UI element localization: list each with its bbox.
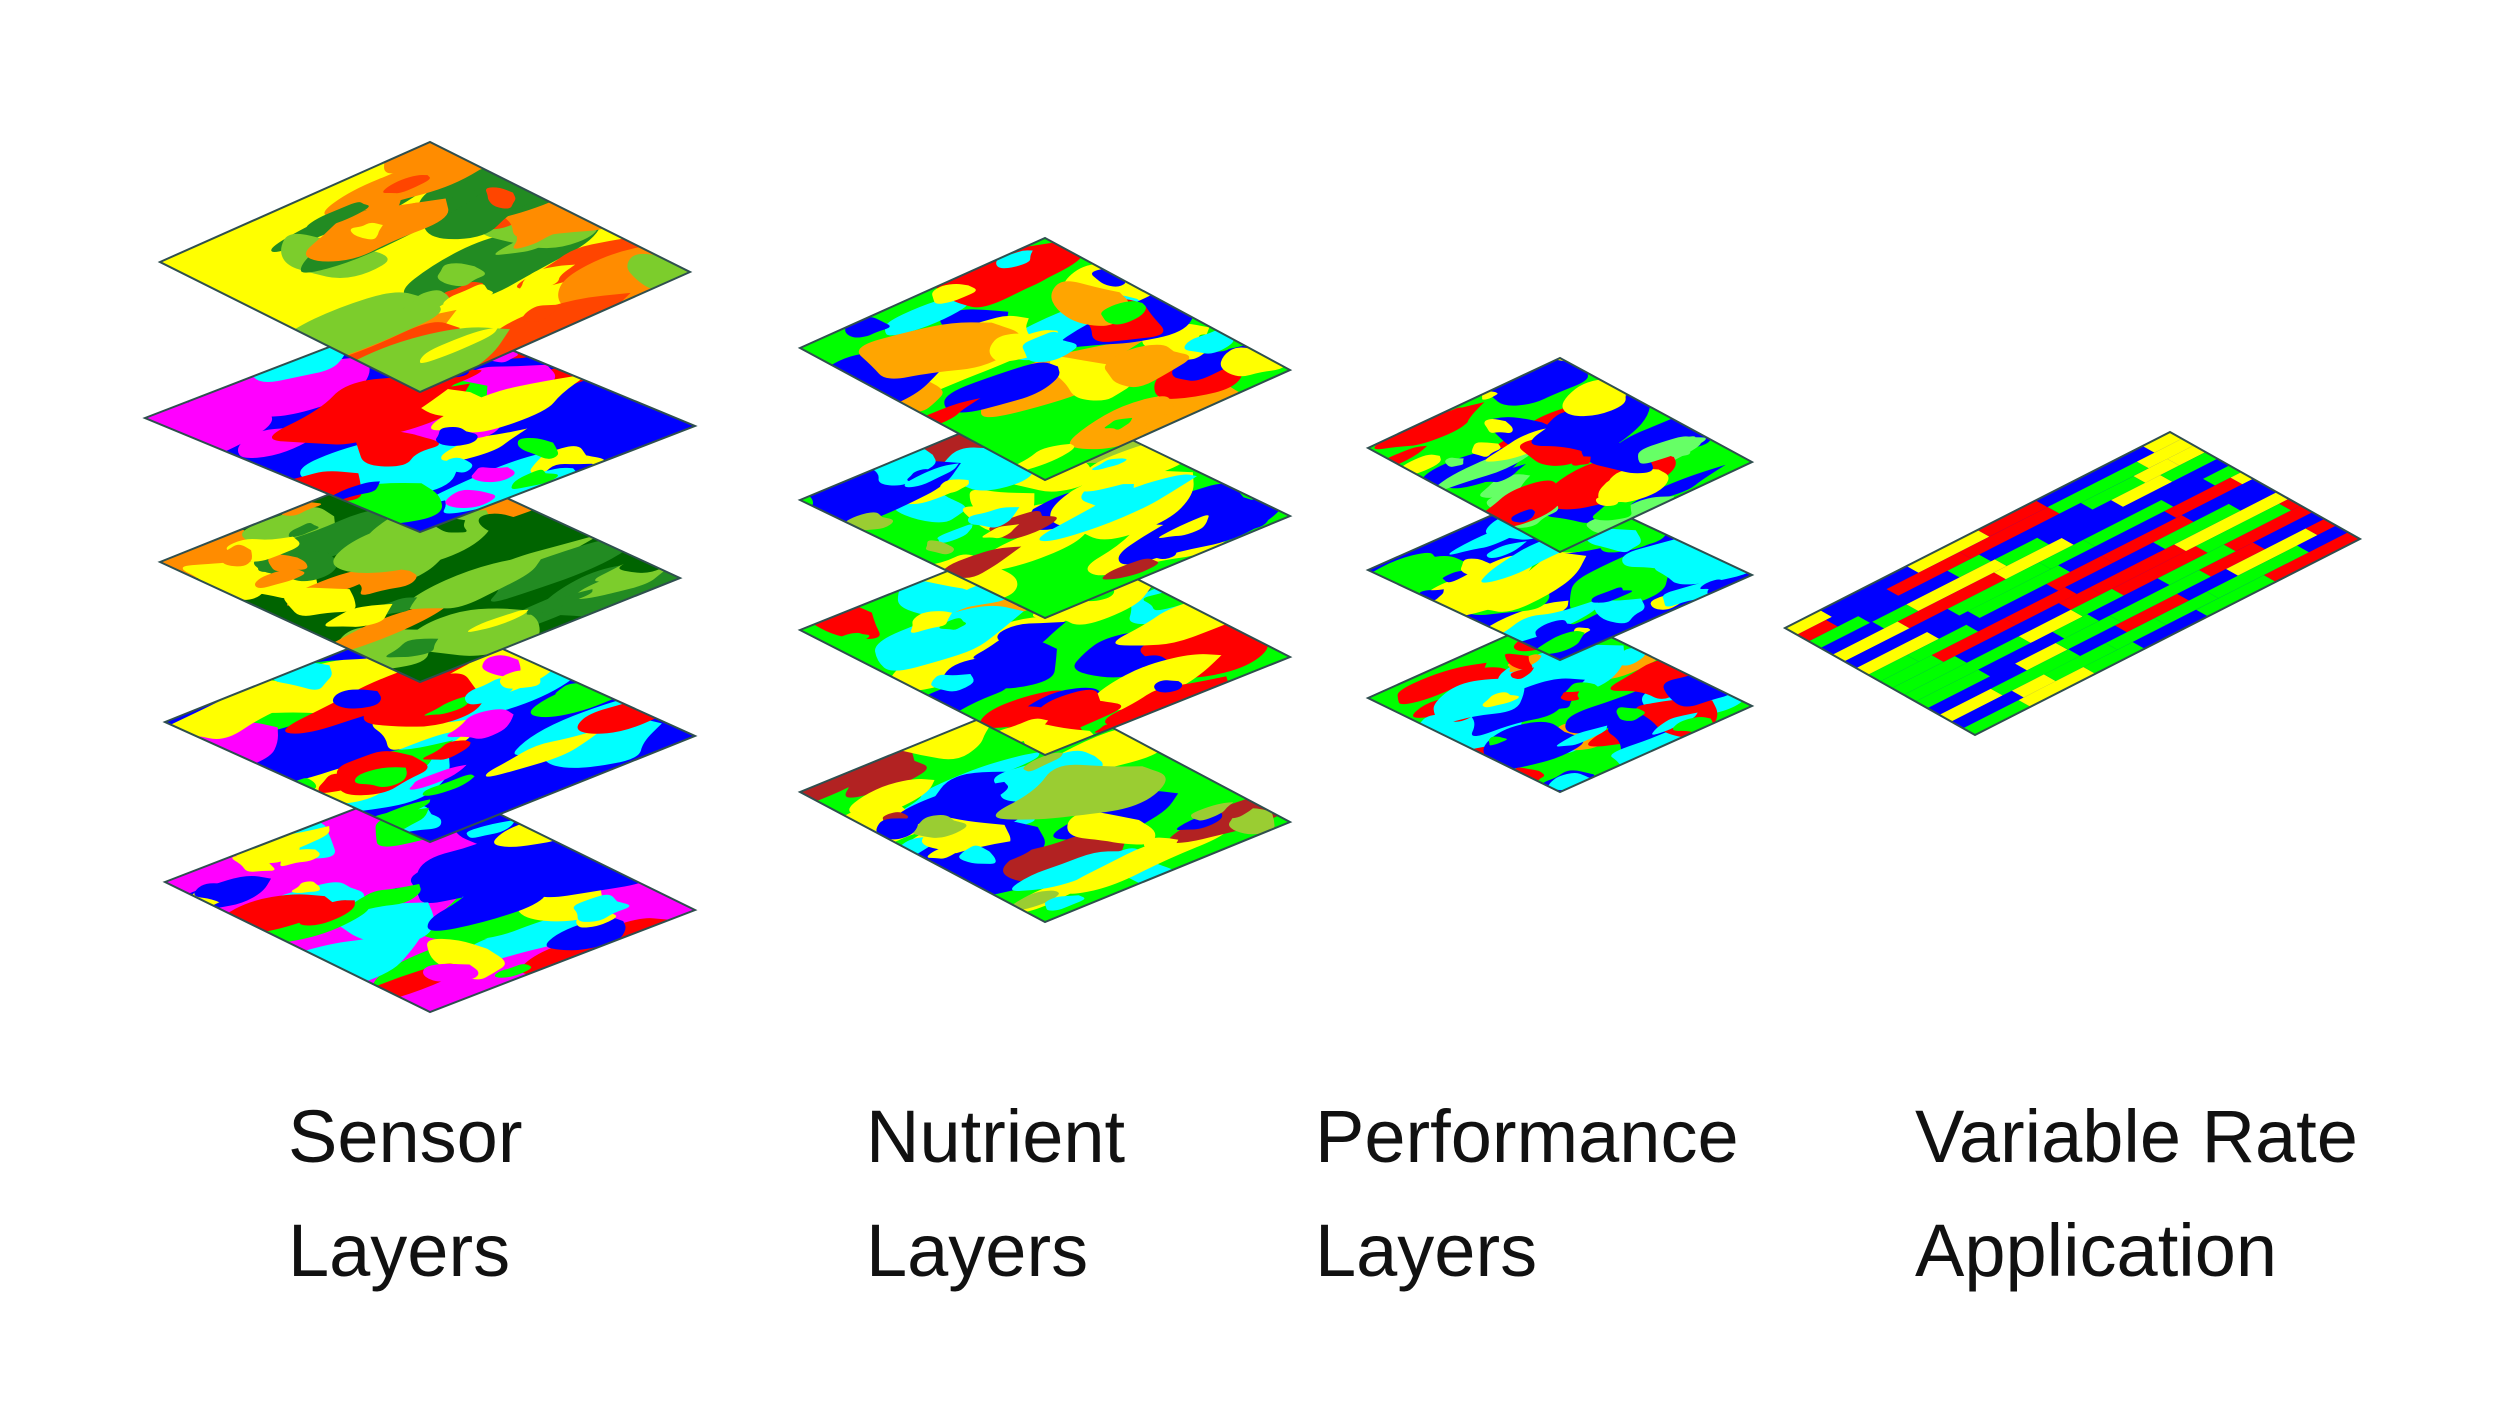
caption-sensor-line2: Layers bbox=[288, 1209, 511, 1292]
caption-performance-layers: Performance Layers bbox=[1315, 1080, 1739, 1308]
caption-variable-rate-line1: Variable Rate bbox=[1915, 1095, 2358, 1178]
caption-nutrient-layers: Nutrient Layers bbox=[866, 1080, 1125, 1308]
caption-performance-line1: Performance bbox=[1315, 1095, 1739, 1178]
caption-sensor-layers: Sensor Layers bbox=[288, 1080, 522, 1308]
caption-performance-line2: Layers bbox=[1315, 1209, 1538, 1292]
variable-rate-layer bbox=[1785, 386, 2450, 735]
performance-layer-1 bbox=[1329, 324, 1819, 569]
caption-variable-rate-application: Variable Rate Application bbox=[1915, 1080, 2358, 1308]
caption-variable-rate-line2: Application bbox=[1915, 1209, 2278, 1292]
caption-nutrient-line1: Nutrient bbox=[866, 1095, 1126, 1178]
nutrient-layer-1 bbox=[725, 216, 1352, 522]
caption-sensor-line1: Sensor bbox=[288, 1095, 523, 1178]
sensor-layer-5 bbox=[48, 734, 784, 1051]
nutrient-layer-3 bbox=[743, 503, 1362, 783]
caption-nutrient-line2: Layers bbox=[866, 1209, 1089, 1292]
